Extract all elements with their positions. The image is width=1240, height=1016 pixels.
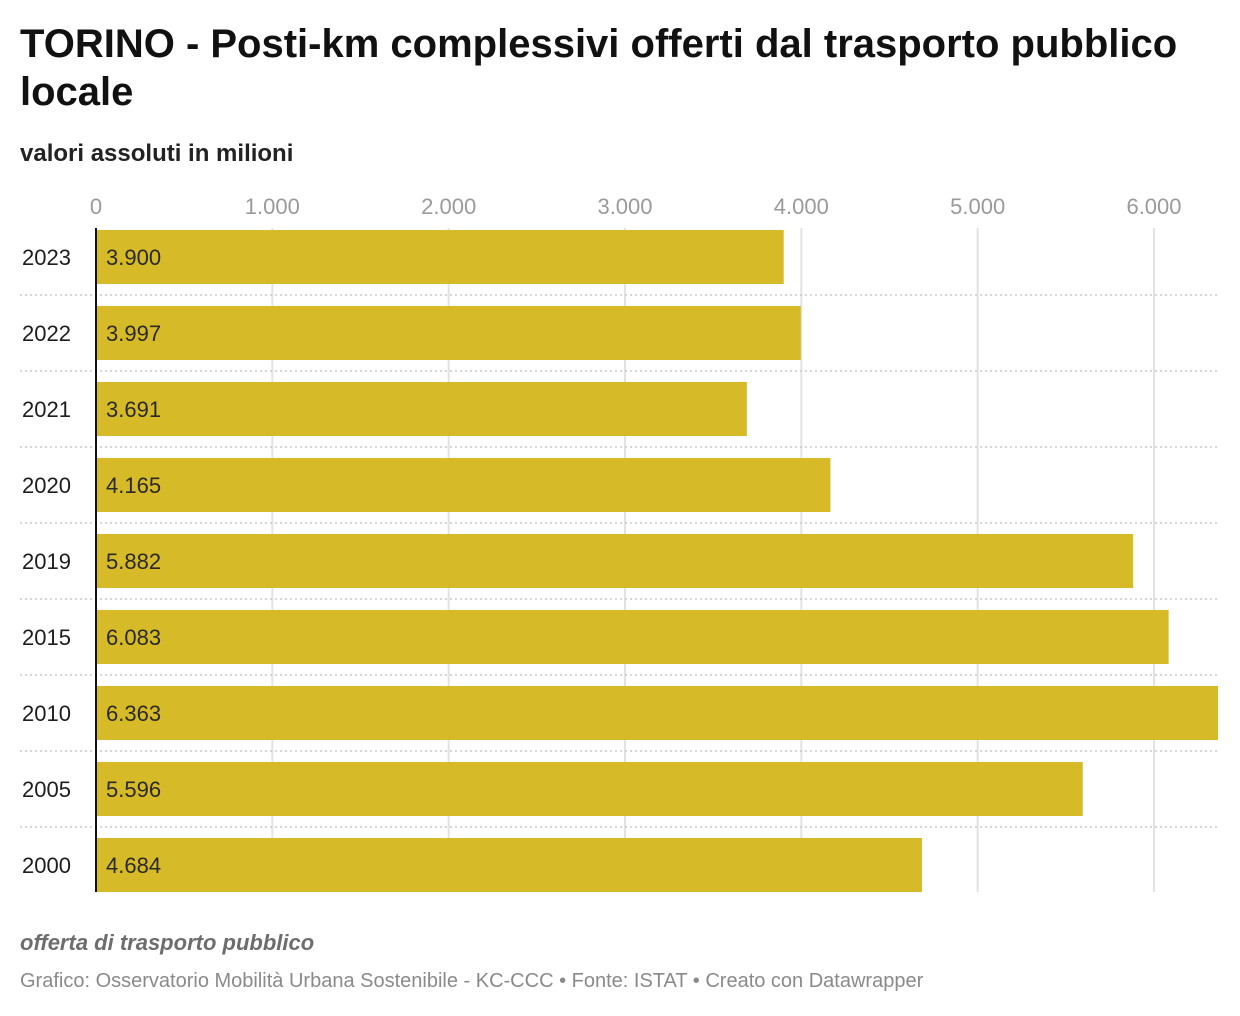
category-label: 2022 [22, 321, 71, 346]
bar-value-label: 5.882 [106, 549, 161, 574]
category-label: 2015 [22, 625, 71, 650]
bar [96, 838, 922, 892]
bar [96, 762, 1083, 816]
category-labels: 2023 2022 2021 2020 2019 2015 2010 2005 2000 [22, 245, 71, 878]
x-tick-label: 2.000 [421, 194, 476, 219]
category-label: 2005 [22, 777, 71, 802]
chart-subtitle: valori assoluti in milioni [20, 140, 294, 167]
category-label: 2023 [22, 245, 71, 270]
x-tick-label: 6.000 [1126, 194, 1181, 219]
x-tick-label: 4.000 [774, 194, 829, 219]
chart-title: TORINO - Posti-km complessivi offerti da… [20, 22, 1178, 114]
bar [96, 610, 1169, 664]
bar [96, 458, 831, 512]
bar [96, 534, 1134, 588]
x-tick-label: 5.000 [950, 194, 1005, 219]
x-axis-ticks: 0 1.000 2.000 3.000 4.000 5.000 6.000 [90, 194, 1182, 219]
category-label: 2010 [22, 701, 71, 726]
bar-chart: 0 1.000 2.000 3.000 4.000 5.000 6.000 2023 2022… [20, 194, 1218, 892]
category-label: 2019 [22, 549, 71, 574]
bar-value-label: 4.165 [106, 473, 161, 498]
bar-value-label: 6.083 [106, 625, 161, 650]
bar-value-label: 6.363 [106, 701, 161, 726]
bar-value-label: 5.596 [106, 777, 161, 802]
bar-value-label: 3.691 [106, 397, 161, 422]
bar [96, 306, 801, 360]
bar-value-label: 3.997 [106, 321, 161, 346]
bar-value-label: 4.684 [106, 853, 161, 878]
x-tick-label: 0 [90, 194, 102, 219]
category-label: 2021 [22, 397, 71, 422]
value-labels: 3.900 3.997 3.691 4.165 5.882 6.083 6.363 5.596… [106, 245, 161, 878]
bar-value-label: 3.900 [106, 245, 161, 270]
credits: Grafico: Osservatorio Mobilità Urbana So… [20, 970, 924, 992]
bar [96, 230, 784, 284]
footnote: offerta di trasporto pubblico [20, 930, 315, 955]
x-tick-label: 1.000 [245, 194, 300, 219]
bars [96, 230, 1218, 892]
category-label: 2020 [22, 473, 71, 498]
x-tick-label: 3.000 [597, 194, 652, 219]
category-label: 2000 [22, 853, 71, 878]
bar [96, 382, 747, 436]
bar [96, 686, 1218, 740]
